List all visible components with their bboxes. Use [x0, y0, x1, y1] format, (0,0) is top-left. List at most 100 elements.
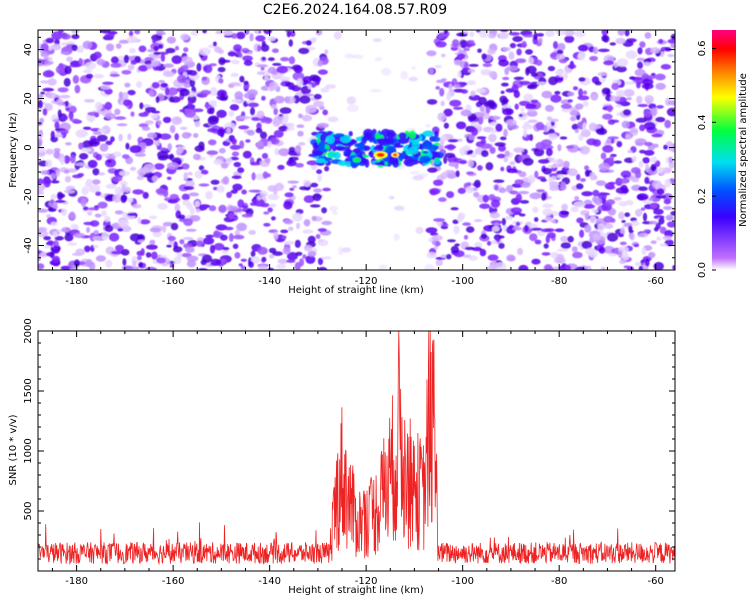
heatmap-cell	[560, 210, 570, 215]
heatmap-cell	[341, 247, 351, 253]
heatmap-cell	[618, 233, 624, 238]
snr-x-tick-label: -100	[451, 576, 474, 587]
heatmap-cell	[272, 62, 282, 66]
heatmap-cell	[574, 30, 586, 38]
heatmap-cell	[153, 139, 161, 147]
heatmap-cell	[529, 233, 538, 242]
heatmap-cell	[228, 233, 234, 242]
heatmap-cell	[454, 243, 461, 247]
heatmap-cell	[127, 133, 132, 141]
heatmap-cell	[284, 96, 296, 104]
heatmap-cell	[134, 153, 146, 157]
heatmap-cell	[440, 100, 445, 107]
heatmap-cell	[186, 202, 193, 210]
heatmap-cell	[158, 51, 169, 55]
heatmap-cell	[144, 106, 157, 113]
heatmap-cell	[643, 109, 653, 118]
heatmap-cell	[639, 41, 646, 48]
heatmap-cell	[563, 264, 572, 270]
heatmap-cell	[313, 93, 322, 100]
heatmap-cell	[102, 81, 114, 86]
heatmap-cell	[650, 47, 661, 54]
heatmap-cell	[39, 117, 45, 123]
heatmap-cell	[194, 170, 203, 179]
heatmap-cell	[189, 78, 196, 88]
heatmap-cell	[221, 163, 229, 169]
heatmap-cell	[450, 207, 459, 211]
heatmap-cell	[249, 33, 254, 42]
heatmap-cell	[218, 204, 227, 213]
heatmap-cell	[306, 160, 319, 166]
heatmap-cell	[626, 97, 632, 101]
heatmap-cell	[518, 264, 529, 270]
heatmap-cell	[92, 179, 101, 185]
heatmap-cell	[441, 53, 446, 58]
heatmap-cell	[396, 142, 401, 146]
heatmap-cell	[170, 222, 179, 231]
heatmap-cell	[301, 114, 312, 122]
heatmap-cell	[122, 99, 132, 107]
heatmap-cell	[325, 135, 335, 145]
heatmap-cell	[324, 49, 329, 55]
heatmap-cell	[589, 215, 597, 224]
heatmap-cell	[672, 265, 675, 270]
heatmap-cell	[526, 84, 538, 90]
heatmap-cell	[144, 120, 154, 125]
heatmap-cell	[108, 232, 120, 242]
heatmap-cell	[422, 150, 429, 154]
heatmap-cell	[209, 63, 217, 67]
heatmap-cell	[209, 87, 218, 96]
heatmap-cell	[508, 51, 515, 60]
heatmap-cell	[510, 207, 522, 214]
heatmap-cell	[554, 228, 565, 233]
heatmap-cell	[620, 170, 632, 178]
heatmap-cell	[629, 127, 639, 136]
snr-x-tick-label: -60	[648, 576, 664, 587]
heatmap-cell	[118, 39, 130, 44]
heatmap-cell	[130, 111, 135, 117]
heatmap-cell	[56, 191, 64, 200]
heatmap-cell	[45, 159, 53, 168]
heatmap-cell	[110, 56, 119, 64]
heatmap-cell	[241, 213, 253, 218]
heatmap-panel: -180 -160 -140 -120 -100 -80 -60 -40 -20 0 20 40 H…	[8, 29, 676, 296]
heatmap-cell	[83, 221, 94, 226]
heatmap-cell	[490, 220, 503, 225]
heatmap-cell	[535, 59, 543, 66]
heatmap-cell	[561, 203, 568, 211]
heatmap-cell	[317, 174, 322, 182]
heatmap-cell	[439, 87, 445, 97]
heatmap-cell	[321, 256, 332, 260]
heatmap-cell	[226, 127, 232, 134]
heatmap-cell	[448, 161, 459, 167]
heatmap-cell	[99, 143, 109, 152]
heatmap-cell	[530, 72, 539, 77]
heatmap-cell	[293, 65, 303, 74]
heatmap-cell	[56, 98, 64, 106]
heatmap-cell	[431, 136, 441, 142]
heatmap-cell	[104, 101, 113, 111]
heatmap-cell	[164, 87, 170, 96]
heatmap-cell	[649, 220, 658, 225]
heatmap-cell	[127, 64, 135, 71]
heatmap-cell	[506, 254, 516, 262]
heatmap-cell	[302, 229, 314, 234]
heatmap-cell	[638, 265, 644, 270]
heatmap-cell	[315, 234, 321, 239]
heatmap-cell	[496, 153, 507, 159]
heatmap-cell	[574, 196, 580, 201]
heatmap-cell	[192, 108, 204, 113]
heatmap-cell	[642, 157, 650, 164]
heatmap-cell	[320, 87, 330, 93]
heatmap-cell	[463, 47, 470, 52]
heatmap-cell	[276, 65, 289, 74]
heatmap-cell	[525, 105, 536, 110]
heatmap-x-axis-label: Height of straight line (km)	[288, 285, 424, 296]
heatmap-cell	[369, 89, 382, 93]
heatmap-cell	[160, 82, 168, 88]
heatmap-cell	[277, 165, 285, 170]
heatmap-cell	[124, 82, 131, 88]
heatmap-cell	[294, 262, 301, 270]
heatmap-cell	[583, 204, 596, 209]
heatmap-cell	[528, 119, 538, 123]
